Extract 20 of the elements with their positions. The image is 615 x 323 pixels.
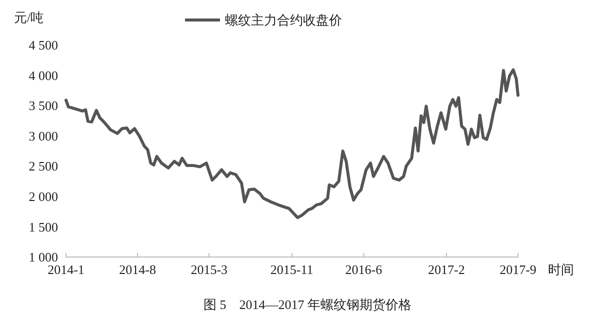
x-tick-label: 2016-6 <box>345 262 383 277</box>
line-series <box>64 68 520 220</box>
y-tick-label: 4 500 <box>28 38 58 53</box>
x-tick-label: 2017-9 <box>500 262 536 277</box>
y-tick-label: 2 500 <box>28 158 58 174</box>
x-tick-label: 2015-11 <box>270 262 314 277</box>
y-tick-label: 1 000 <box>28 250 58 265</box>
y-tick-label: 2 000 <box>28 188 58 204</box>
x-tick-label: 2017-2 <box>428 262 465 277</box>
caption: 图 5 2014—2017 年螺纹钢期货价格 <box>204 297 412 312</box>
x-tick-label: 2014-8 <box>119 262 156 277</box>
y-tick-label: 1 500 <box>28 219 58 234</box>
y-tick-label: 3 500 <box>28 98 58 114</box>
x-axis-title: 时间 <box>548 262 574 277</box>
y-tick-label: 3 000 <box>28 128 58 144</box>
x-tick-label: 2014-1 <box>48 262 84 277</box>
y-tick-label: 4 000 <box>28 68 58 83</box>
legend-label: 螺纹主力合约收盘价 <box>225 12 342 28</box>
x-tick-label: 2015-3 <box>190 262 228 277</box>
y-axis-title: 元/吨 <box>14 10 44 25</box>
